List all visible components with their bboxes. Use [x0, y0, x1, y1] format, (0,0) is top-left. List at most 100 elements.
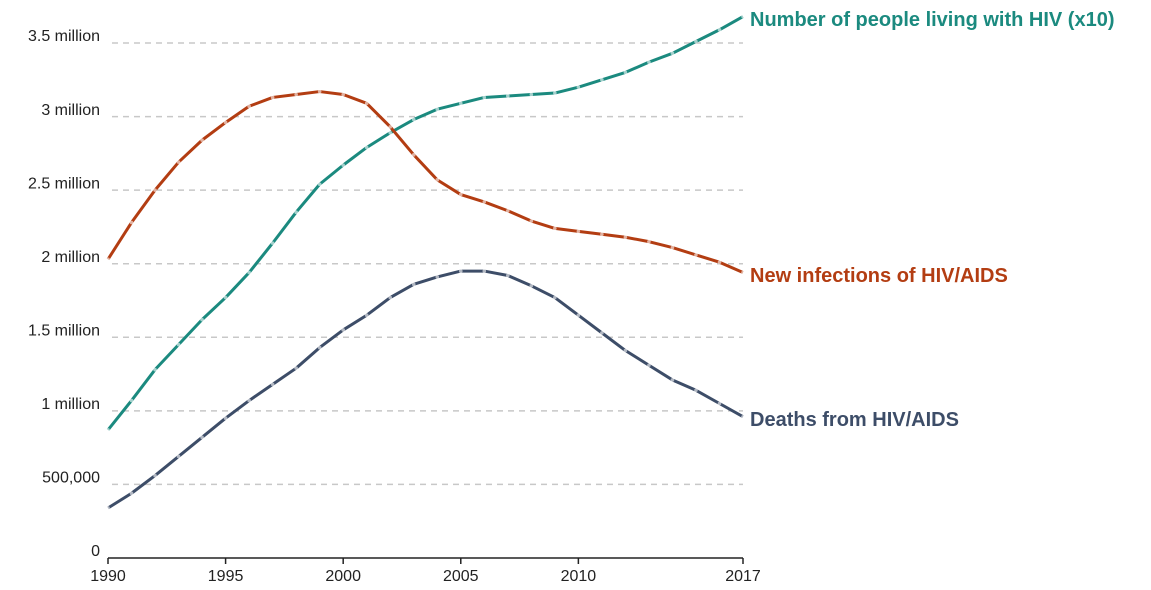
- series-point: [153, 473, 157, 478]
- series-point: [506, 94, 510, 98]
- series-point: [694, 253, 698, 257]
- series-point: [364, 101, 369, 106]
- series-point: [176, 160, 181, 164]
- series-point: [717, 260, 722, 265]
- series-point: [129, 220, 134, 225]
- series-point: [200, 138, 204, 142]
- series-point: [411, 282, 416, 287]
- series-point: [600, 77, 604, 82]
- series-point: [223, 295, 228, 300]
- series-point: [223, 416, 228, 421]
- series-label: Deaths from HIV/AIDS: [750, 409, 959, 431]
- series-label: New infections of HIV/AIDS: [750, 265, 1008, 287]
- series-point: [106, 506, 110, 510]
- series-point: [741, 414, 745, 419]
- series-point: [129, 491, 134, 496]
- series-point: [341, 163, 345, 167]
- series-point: [529, 92, 534, 97]
- series-point: [435, 178, 440, 182]
- y-tick-label: 3.5 million: [28, 28, 100, 45]
- y-tick-label: 1 million: [41, 396, 100, 413]
- series-point: [482, 95, 487, 100]
- series-point: [576, 85, 581, 89]
- series-point: [482, 269, 487, 273]
- series-point: [694, 39, 698, 44]
- series-point: [247, 104, 251, 109]
- series-line: [107, 269, 744, 510]
- y-tick-label: 500,000: [42, 470, 100, 487]
- y-tick-label: 2.5 million: [28, 175, 100, 192]
- series-point: [458, 269, 463, 273]
- series-point: [317, 89, 322, 94]
- series-point: [200, 317, 204, 322]
- series-point: [294, 366, 298, 370]
- series-point: [435, 275, 440, 279]
- series-point: [647, 239, 651, 244]
- series-label: Number of people living with HIV (x10): [750, 9, 1114, 31]
- series-point: [576, 313, 581, 318]
- series-point: [529, 283, 534, 288]
- series-point: [341, 328, 345, 332]
- series-point: [670, 378, 675, 382]
- series-point: [317, 345, 322, 350]
- series-point: [553, 295, 557, 300]
- series-point: [553, 226, 557, 231]
- series-point: [364, 145, 369, 150]
- series-point: [458, 101, 463, 106]
- series-point: [670, 245, 675, 250]
- series-point: [600, 232, 604, 237]
- series-point: [294, 92, 298, 97]
- series-point: [247, 270, 251, 275]
- series-point: [717, 27, 722, 32]
- series-point: [741, 14, 745, 19]
- series-point: [388, 125, 393, 129]
- series-point: [600, 331, 604, 335]
- series-point: [270, 241, 275, 245]
- series-point: [388, 295, 393, 300]
- series-point: [411, 117, 416, 122]
- x-tick-label: 2005: [443, 568, 479, 585]
- series-point: [482, 200, 487, 204]
- y-tick-label: 1.5 million: [28, 323, 100, 340]
- x-tick-label: 2010: [561, 568, 597, 585]
- series-point: [553, 91, 557, 95]
- series-point: [294, 210, 298, 215]
- series-point: [153, 188, 157, 192]
- series-point: [670, 51, 675, 56]
- series-point: [623, 235, 628, 240]
- x-tick-label: 2017: [725, 568, 761, 585]
- series-point: [506, 208, 510, 213]
- series-point: [411, 153, 416, 157]
- y-tick-label: 2 million: [41, 249, 100, 266]
- series-point: [200, 435, 204, 440]
- series-point: [364, 313, 369, 318]
- series-line: [106, 90, 744, 274]
- series-point: [694, 388, 698, 393]
- series-point: [529, 219, 534, 223]
- series-point: [129, 398, 134, 403]
- series-point: [623, 348, 628, 353]
- series-point: [435, 107, 440, 112]
- series-point: [153, 367, 157, 372]
- series-point: [247, 398, 251, 403]
- series-point: [647, 60, 651, 64]
- series-point: [458, 192, 463, 197]
- series-point: [176, 454, 181, 459]
- x-tick-label: 1995: [208, 568, 244, 585]
- series-point: [270, 382, 275, 387]
- series-point: [223, 120, 228, 125]
- x-tick-label: 1990: [90, 568, 126, 585]
- series-point: [647, 363, 651, 368]
- y-tick-label: 0: [91, 543, 100, 560]
- series-point: [717, 401, 722, 406]
- series-point: [341, 92, 345, 97]
- series-point: [106, 257, 110, 262]
- series-point: [176, 342, 181, 347]
- series-point: [106, 428, 110, 432]
- series-point: [576, 229, 581, 234]
- y-tick-label: 3 million: [41, 102, 100, 119]
- series-point: [270, 95, 275, 100]
- series-line: [106, 15, 744, 431]
- series-point: [506, 273, 510, 278]
